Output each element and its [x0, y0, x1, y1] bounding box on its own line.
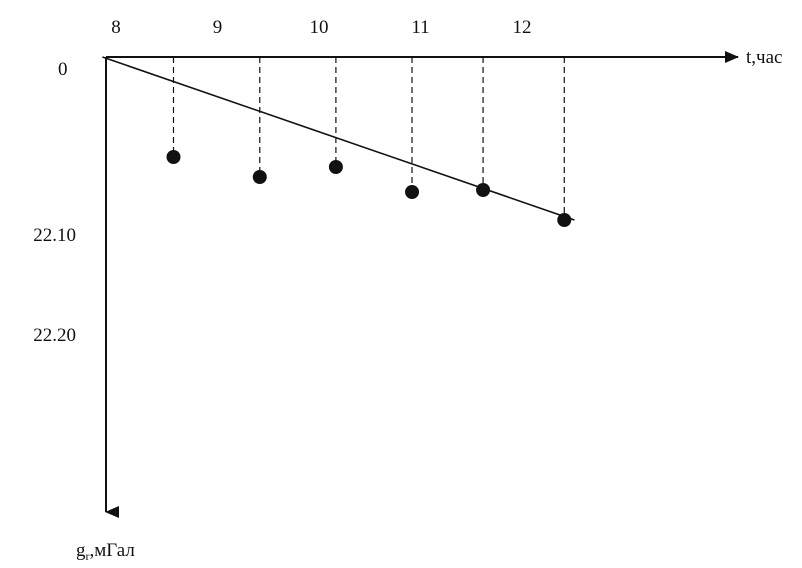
y-axis-label-subscript: r: [86, 549, 90, 563]
data-point-6: [557, 213, 572, 227]
y-tick-label-22.10: 22.10: [33, 225, 76, 246]
x-axis-label: t,час: [746, 47, 782, 68]
x-tick-labels: 8 9 10 11 12: [111, 17, 531, 38]
x-tick-label-9: 9: [213, 17, 223, 38]
data-point-3: [328, 160, 343, 174]
data-points: [166, 150, 572, 227]
x-tick-label-11: 11: [411, 17, 429, 38]
y-tick-label-22.20: 22.20: [33, 325, 76, 346]
guide-lines: [172, 57, 565, 220]
y-tick-labels: 22.10 22.20: [33, 225, 76, 346]
y-axis-label-symbol: g: [76, 540, 86, 561]
data-point-5: [476, 183, 491, 197]
y-axis-label: gr,мГал: [76, 540, 135, 563]
data-point-1: [166, 150, 181, 164]
data-point-4: [405, 185, 420, 199]
x-tick-label-12: 12: [513, 17, 532, 38]
x-tick-label-10: 10: [310, 17, 329, 38]
data-point-2: [252, 170, 267, 184]
x-tick-label-8: 8: [111, 17, 121, 38]
trend-line: [102, 56, 575, 221]
origin-label: 0: [58, 59, 68, 80]
y-axis-label-unit: ,мГал: [90, 540, 136, 561]
